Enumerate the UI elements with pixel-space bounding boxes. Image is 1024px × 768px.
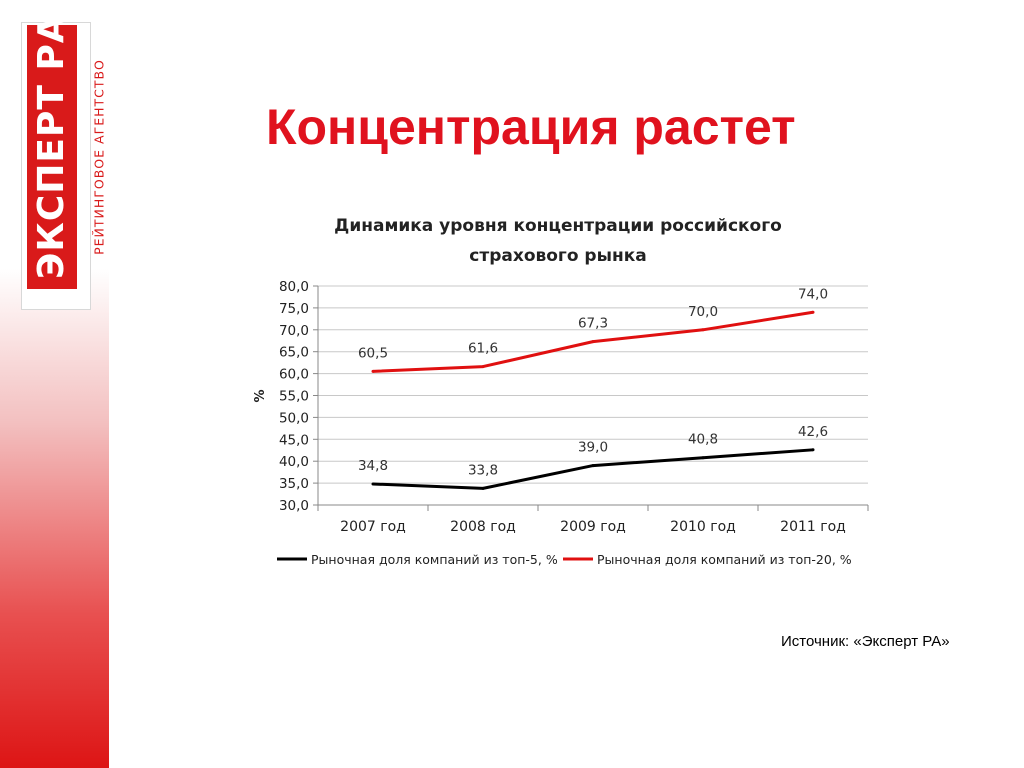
- data-point: [371, 369, 375, 373]
- data-label: 39,0: [578, 440, 608, 456]
- data-point: [481, 365, 485, 369]
- data-point: [591, 464, 595, 468]
- slide-title: Концентрация растет: [266, 99, 796, 155]
- data-label: 61,6: [468, 341, 498, 357]
- x-tick-label: 2007 год: [340, 519, 406, 535]
- data-point: [811, 448, 815, 452]
- y-tick-label: 50,0: [279, 410, 309, 426]
- x-tick-label: 2011 год: [780, 519, 846, 535]
- legend-label: Рыночная доля компаний из топ-5, %: [311, 552, 558, 567]
- data-label: 74,0: [798, 286, 828, 302]
- y-tick-label: 70,0: [279, 323, 309, 339]
- x-tick-label: 2008 год: [450, 519, 516, 535]
- data-label: 33,8: [468, 462, 498, 478]
- data-label: 34,8: [358, 458, 388, 474]
- y-tick-label: 40,0: [279, 454, 309, 470]
- y-tick-label: 65,0: [279, 345, 309, 361]
- data-point: [701, 456, 705, 460]
- data-label: 60,5: [358, 345, 388, 361]
- data-label: 42,6: [798, 424, 828, 440]
- y-tick-label: 75,0: [279, 301, 309, 317]
- data-label: 70,0: [688, 304, 718, 320]
- data-point: [481, 486, 485, 490]
- y-tick-label: 80,0: [279, 279, 309, 295]
- data-point: [591, 340, 595, 344]
- y-tick-label: 55,0: [279, 389, 309, 405]
- data-label: 40,8: [688, 432, 718, 448]
- data-label: 67,3: [578, 316, 608, 332]
- y-axis-label: %: [253, 389, 268, 402]
- source-note: Источник: «Эксперт РА»: [781, 633, 950, 650]
- y-tick-label: 30,0: [279, 498, 309, 514]
- x-tick-label: 2009 год: [560, 519, 626, 535]
- x-tick-label: 2010 год: [670, 519, 736, 535]
- chart-title-line: Динамика уровня концентрации российского: [334, 216, 782, 236]
- data-point: [371, 482, 375, 486]
- data-point: [701, 328, 705, 332]
- legend-label: Рыночная доля компаний из топ-20, %: [597, 552, 852, 567]
- data-point: [811, 310, 815, 314]
- logo: ЭКСПЕРТ РА РЕЙТИНГОВОЕ АГЕНТСТВО: [21, 14, 107, 310]
- y-tick-label: 60,0: [279, 367, 309, 383]
- chart-title-line: страхового рынка: [469, 246, 646, 266]
- y-tick-label: 35,0: [279, 476, 309, 492]
- y-tick-label: 45,0: [279, 432, 309, 448]
